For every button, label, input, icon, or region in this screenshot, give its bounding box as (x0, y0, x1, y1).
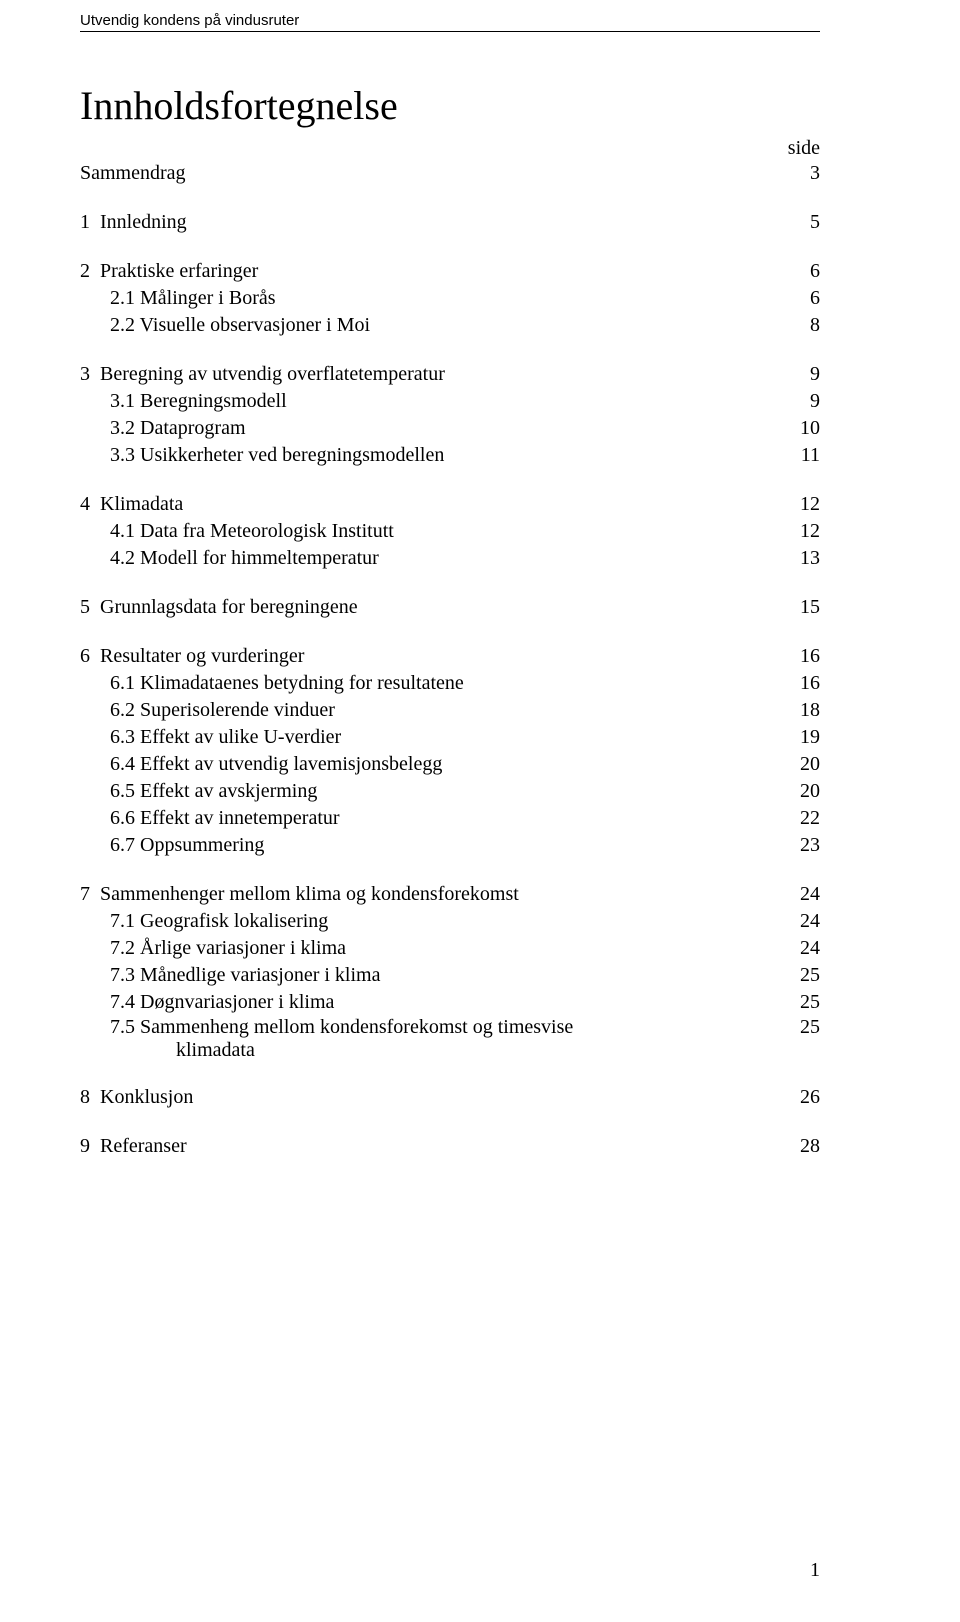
toc-subitem: 4.2 Modell for himmeltemperatur 13 (80, 545, 820, 572)
toc-section-label: 5 Grunnlagsdata for beregningene (80, 594, 358, 621)
toc-section-heading: 7 Sammenhenger mellom klima og kondensfo… (80, 881, 820, 908)
toc-section-heading: 3 Beregning av utvendig overflatetempera… (80, 361, 820, 388)
toc-subitem-label: 6.6 Effekt av innetemperatur (110, 805, 340, 832)
toc-subitem: 7.1 Geografisk lokalisering 24 (80, 908, 820, 935)
toc-subitem-page: 20 (800, 778, 820, 805)
toc-subitem: 7.4 Døgnvariasjoner i klima 25 (80, 989, 820, 1016)
document-header: Utvendig kondens på vindusruter (80, 12, 820, 32)
toc-subitem-label: 7.5 Sammenheng mellom kondensforekomst o… (110, 1016, 573, 1039)
toc-section-page: 6 (810, 258, 820, 285)
toc-subitem-page: 13 (800, 545, 820, 572)
toc-subitem-label: 4.2 Modell for himmeltemperatur (110, 545, 379, 572)
toc-section-label: 6 Resultater og vurderinger (80, 643, 304, 670)
toc-page: 3 (810, 160, 820, 187)
toc-subitem-page: 20 (800, 751, 820, 778)
toc-section-label: 1 Innledning (80, 209, 187, 236)
toc-subitem: 3.2 Dataprogram 10 (80, 415, 820, 442)
toc-subitem-label: 4.1 Data fra Meteorologisk Institutt (110, 518, 394, 545)
toc-section-label: 7 Sammenhenger mellom klima og kondensfo… (80, 881, 519, 908)
toc-section-heading: 1 Innledning 5 (80, 209, 820, 236)
toc-subitem: 6.2 Superisolerende vinduer 18 (80, 697, 820, 724)
toc-subitem-continuation: klimadata (110, 1039, 573, 1062)
toc-subitem-page: 18 (800, 697, 820, 724)
toc-subitem-label: 2.1 Målinger i Borås (110, 285, 276, 312)
toc-section-heading: 9 Referanser 28 (80, 1133, 820, 1160)
toc-subitem-page: 25 (800, 989, 820, 1016)
toc-subitem: 7.3 Månedlige variasjoner i klima 25 (80, 962, 820, 989)
toc-subitem-page: 23 (800, 832, 820, 859)
toc-subitem-label: 2.2 Visuelle observasjoner i Moi (110, 312, 370, 339)
toc-subitem: 2.2 Visuelle observasjoner i Moi 8 (80, 312, 820, 339)
toc-subitem-label: 6.5 Effekt av avskjerming (110, 778, 317, 805)
toc-subitem-label: 7.4 Døgnvariasjoner i klima (110, 989, 334, 1016)
toc-subitem: 6.6 Effekt av innetemperatur 22 (80, 805, 820, 832)
toc-section-label: 2 Praktiske erfaringer (80, 258, 258, 285)
toc-subitem-label: 7.1 Geografisk lokalisering (110, 908, 328, 935)
toc-subitem: 2.1 Målinger i Borås 6 (80, 285, 820, 312)
toc-subitem-label: 3.1 Beregningsmodell (110, 388, 287, 415)
page-number: 1 (810, 1559, 820, 1582)
toc-subitem-label: 6.4 Effekt av utvendig lavemisjonsbelegg (110, 751, 442, 778)
toc-section-heading: 5 Grunnlagsdata for beregningene 15 (80, 594, 820, 621)
toc-subitem-page: 25 (800, 1016, 820, 1039)
toc-subitem: 7.5 Sammenheng mellom kondensforekomst o… (80, 1016, 820, 1062)
toc-subitem-label: 3.2 Dataprogram (110, 415, 246, 442)
toc-subitem-page: 24 (800, 935, 820, 962)
side-column-label: side (788, 137, 820, 160)
toc-subitem: 6.5 Effekt av avskjerming 20 (80, 778, 820, 805)
toc-subitem-page: 25 (800, 962, 820, 989)
table-of-contents: side Sammendrag 3 1 Innledning 5 2 Praktis… (80, 137, 820, 1160)
toc-section-label: 3 Beregning av utvendig overflatetempera… (80, 361, 445, 388)
toc-section-heading: 4 Klimadata 12 (80, 491, 820, 518)
toc-section-page: 28 (800, 1133, 820, 1160)
toc-subitem-label: 3.3 Usikkerheter ved beregningsmodellen (110, 442, 444, 469)
toc-subitem-label: 7.3 Månedlige variasjoner i klima (110, 962, 380, 989)
toc-subitem: 3.1 Beregningsmodell 9 (80, 388, 820, 415)
toc-subitem-page: 10 (800, 415, 820, 442)
toc-section-page: 16 (800, 643, 820, 670)
toc-subitem: 6.7 Oppsummering 23 (80, 832, 820, 859)
toc-subitem-label: 6.1 Klimadataenes betydning for resultat… (110, 670, 464, 697)
toc-section-label: 9 Referanser (80, 1133, 187, 1160)
toc-subitem: 4.1 Data fra Meteorologisk Institutt 12 (80, 518, 820, 545)
toc-subitem-page: 24 (800, 908, 820, 935)
page-title: Innholdsfortegnelse (80, 82, 820, 129)
toc-label: Sammendrag (80, 160, 186, 187)
toc-section-label: 8 Konklusjon (80, 1084, 193, 1111)
toc-subitem-label: 6.3 Effekt av ulike U-verdier (110, 724, 341, 751)
toc-subitem-page: 16 (800, 670, 820, 697)
toc-subitem-page: 8 (810, 312, 820, 339)
toc-subitem: 6.1 Klimadataenes betydning for resultat… (80, 670, 820, 697)
toc-subitem-page: 6 (810, 285, 820, 312)
toc-subitem-page: 12 (800, 518, 820, 545)
toc-section-page: 12 (800, 491, 820, 518)
toc-section-page: 26 (800, 1084, 820, 1111)
toc-subitem-label: 7.2 Årlige variasjoner i klima (110, 935, 346, 962)
toc-subitem: 6.4 Effekt av utvendig lavemisjonsbelegg… (80, 751, 820, 778)
toc-subitem-page: 9 (810, 388, 820, 415)
toc-section-label: 4 Klimadata (80, 491, 183, 518)
toc-subitem-page: 11 (801, 442, 820, 469)
toc-section-heading: 2 Praktiske erfaringer 6 (80, 258, 820, 285)
toc-section-page: 24 (800, 881, 820, 908)
toc-subitem-page: 19 (800, 724, 820, 751)
toc-entry-sammendrag: Sammendrag 3 (80, 160, 820, 187)
toc-subitem: 3.3 Usikkerheter ved beregningsmodellen 1… (80, 442, 820, 469)
toc-section-page: 15 (800, 594, 820, 621)
toc-section-heading: 6 Resultater og vurderinger 16 (80, 643, 820, 670)
toc-subitem: 6.3 Effekt av ulike U-verdier 19 (80, 724, 820, 751)
toc-subitem-label: 6.7 Oppsummering (110, 832, 264, 859)
toc-section-page: 9 (810, 361, 820, 388)
toc-section-page: 5 (810, 209, 820, 236)
toc-section-heading: 8 Konklusjon 26 (80, 1084, 820, 1111)
toc-subitem: 7.2 Årlige variasjoner i klima 24 (80, 935, 820, 962)
toc-subitem-page: 22 (800, 805, 820, 832)
toc-subitem-label: 6.2 Superisolerende vinduer (110, 697, 335, 724)
